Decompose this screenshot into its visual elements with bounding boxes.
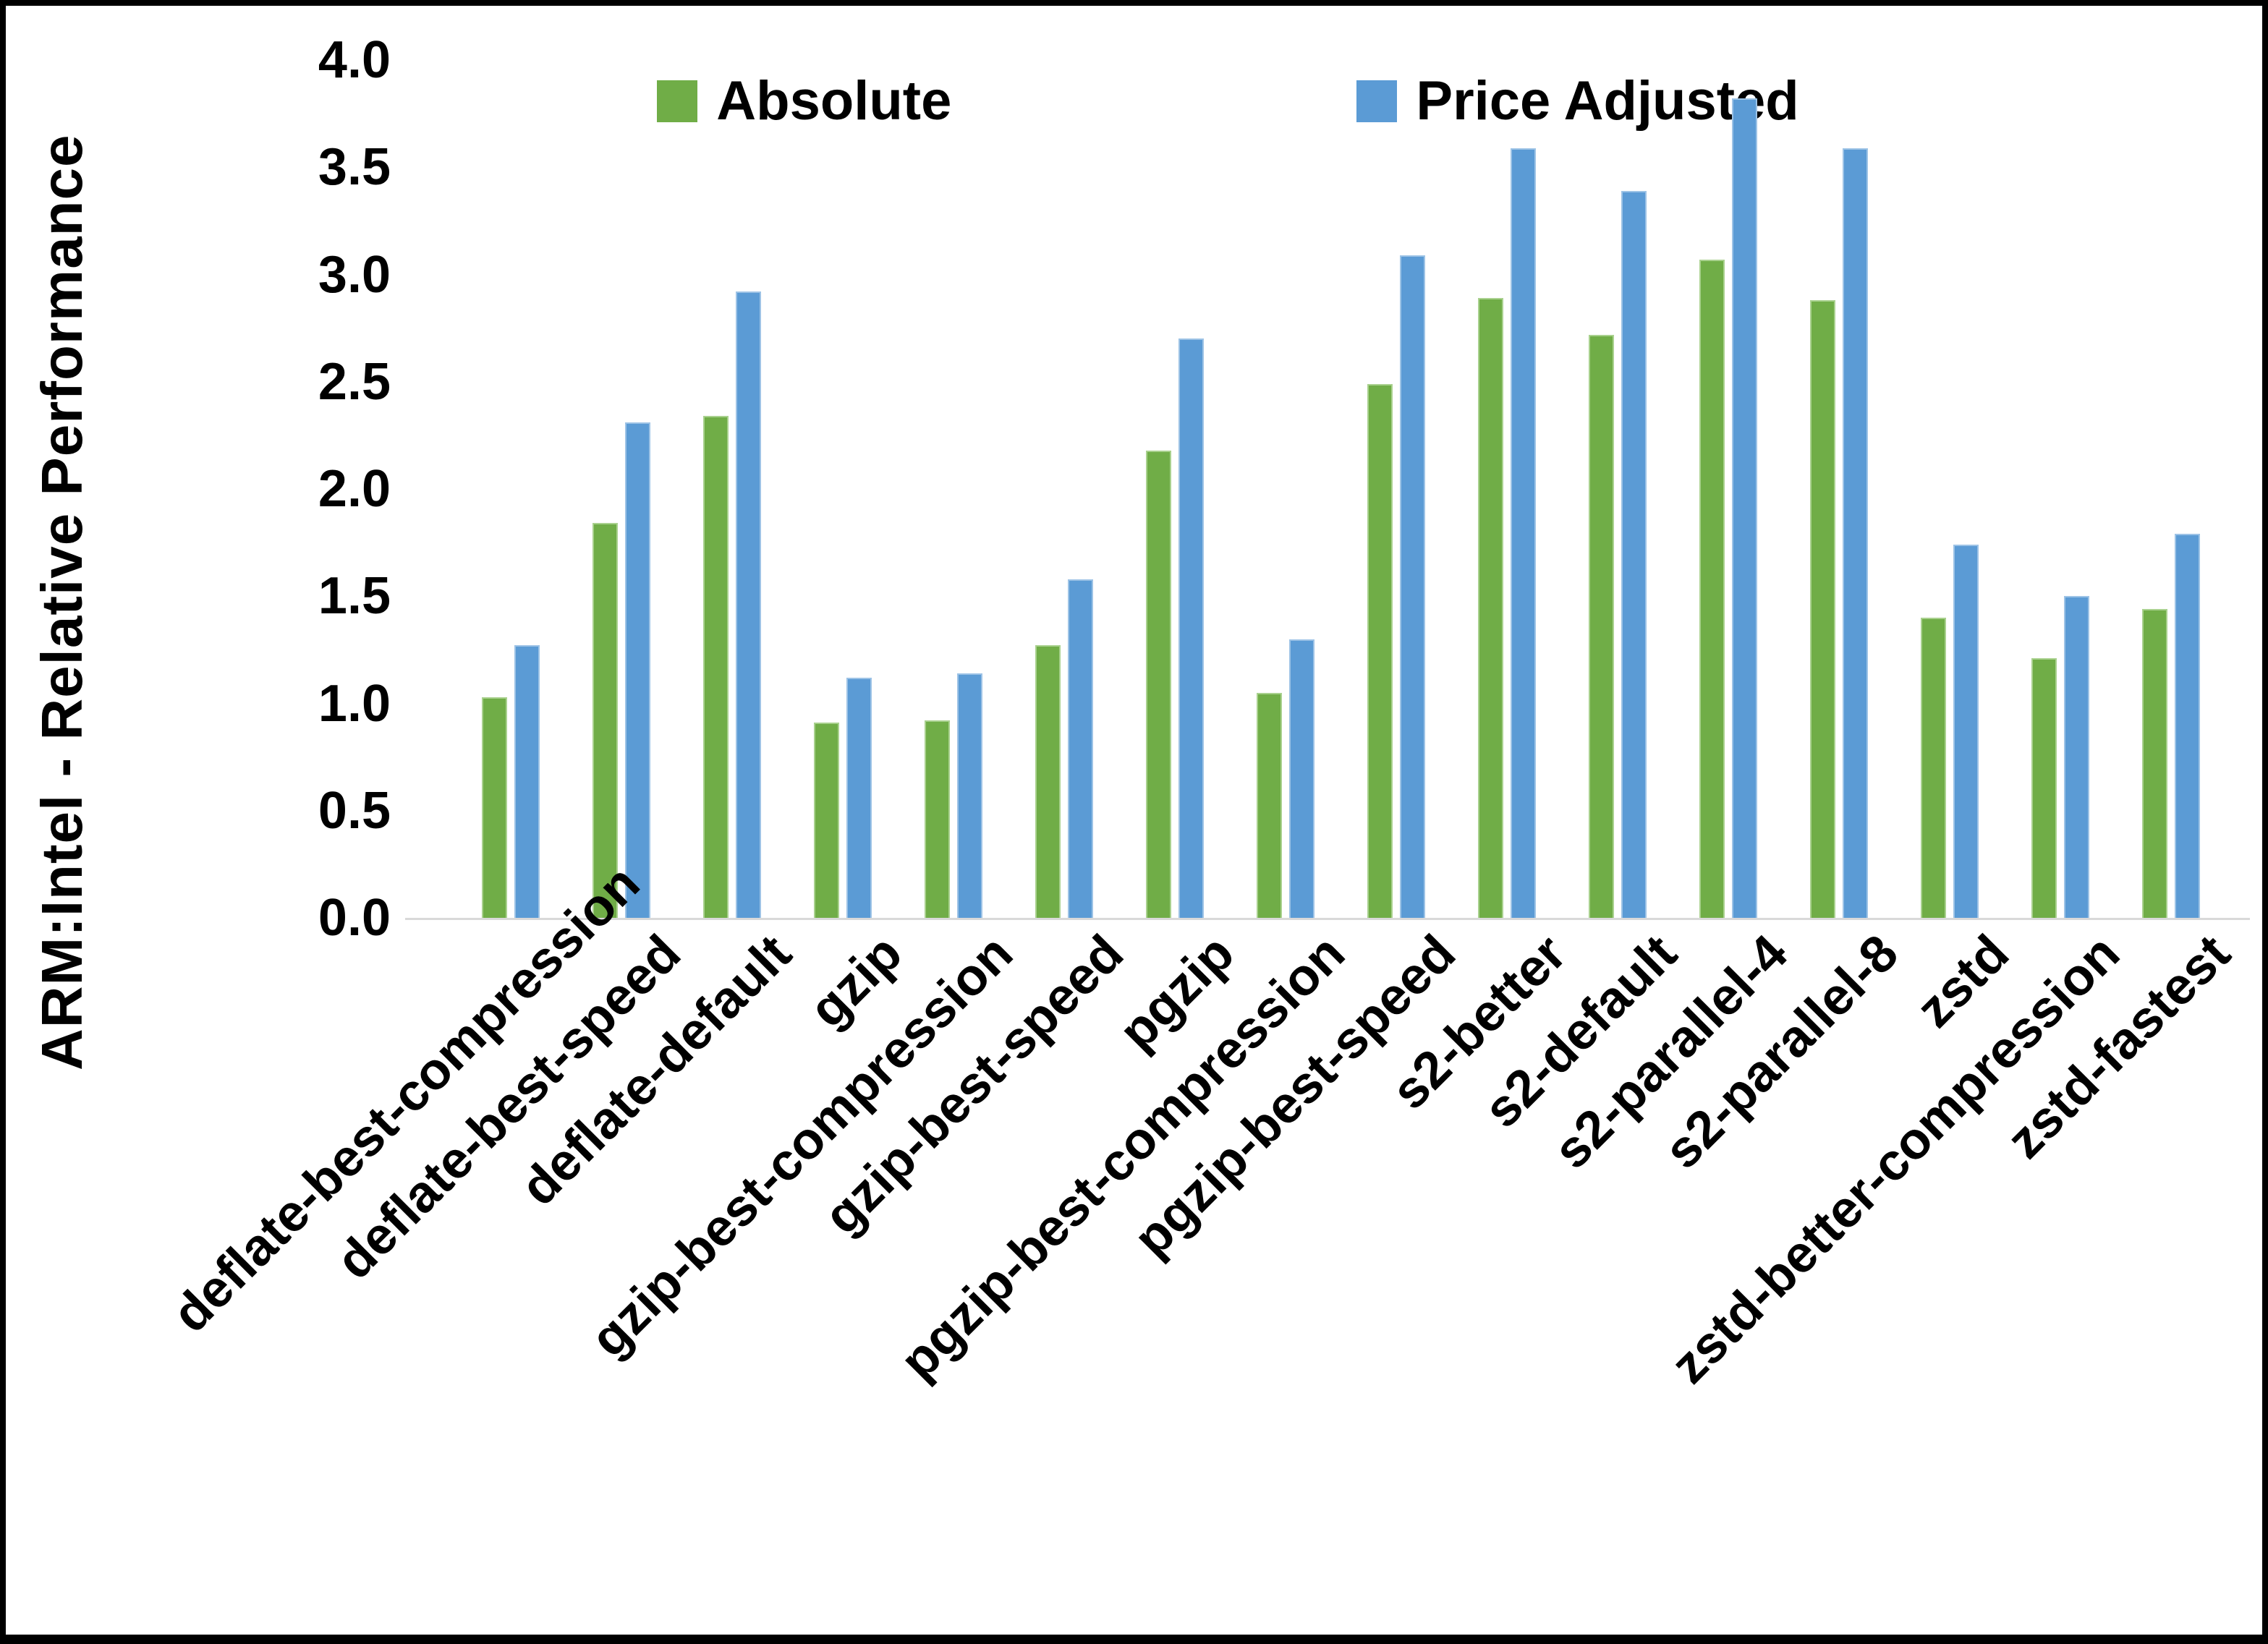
bar-absolute-s2-default <box>1589 335 1614 918</box>
bar-absolute-zstd-fastest <box>2142 609 2167 918</box>
bar-absolute-deflate-best-speed <box>593 523 618 918</box>
y-tick-label: 1.0 <box>318 674 391 733</box>
y-tick-label: 3.5 <box>318 138 391 197</box>
legend-item-absolute: Absolute <box>657 69 951 132</box>
bar-absolute-zstd <box>1921 618 1946 918</box>
plot-area <box>405 60 2250 920</box>
bar-group-gzip <box>814 678 872 918</box>
y-tick-label: 1.5 <box>318 567 391 626</box>
bar-price-adjusted-s2-parallel-4 <box>1732 98 1757 918</box>
bar-absolute-gzip-best-speed <box>1035 645 1061 918</box>
bar-group-gzip-best-compression <box>925 673 982 918</box>
bar-price-adjusted-s2-parallel-8 <box>1843 148 1868 918</box>
bar-price-adjusted-gzip-best-compression <box>957 673 982 918</box>
bar-group-s2-better <box>1478 148 1536 918</box>
bar-absolute-deflate-default <box>703 416 729 918</box>
bar-price-adjusted-deflate-best-compression <box>514 645 540 918</box>
bar-absolute-deflate-best-compression <box>482 697 507 918</box>
bar-group-gzip-best-speed <box>1035 579 1093 918</box>
y-tick-label: 0.5 <box>318 781 391 840</box>
bar-price-adjusted-gzip-best-speed <box>1068 579 1093 918</box>
bar-group-deflate-default <box>703 291 761 918</box>
legend-swatch-price-adjusted-icon <box>1356 80 1398 122</box>
legend-label-absolute: Absolute <box>716 70 952 132</box>
legend-swatch-absolute-icon <box>657 80 698 122</box>
bar-group-s2-default <box>1589 191 1647 918</box>
bar-price-adjusted-s2-default <box>1621 191 1647 918</box>
bar-price-adjusted-zstd-better-compression <box>2064 596 2089 918</box>
y-tick-label: 4.0 <box>318 31 391 89</box>
bar-absolute-s2-parallel-4 <box>1699 260 1725 918</box>
bar-group-s2-parallel-8 <box>1810 148 1868 918</box>
bar-group-zstd-better-compression <box>2031 596 2089 918</box>
bar-group-zstd <box>1921 545 1979 918</box>
bar-absolute-gzip-best-compression <box>925 720 950 918</box>
bar-price-adjusted-pgzip-best-speed <box>1400 255 1425 918</box>
bar-group-deflate-best-compression <box>482 645 540 918</box>
bar-group-s2-parallel-4 <box>1699 98 1757 918</box>
bar-group-zstd-fastest <box>2142 534 2200 918</box>
bar-price-adjusted-gzip <box>846 678 872 918</box>
bar-price-adjusted-deflate-best-speed <box>625 422 650 918</box>
y-tick-label: 2.0 <box>318 460 391 518</box>
bar-absolute-s2-better <box>1478 298 1503 918</box>
bar-group-pgzip <box>1146 338 1204 918</box>
bar-price-adjusted-pgzip <box>1178 338 1204 918</box>
bar-price-adjusted-s2-better <box>1511 148 1536 918</box>
bar-group-deflate-best-speed <box>593 422 650 918</box>
bar-price-adjusted-zstd-fastest <box>2175 534 2200 918</box>
bar-price-adjusted-zstd <box>1953 545 1979 918</box>
chart-canvas: ARM:Intel - Relative Performance 4.0 3.5 3… <box>6 6 2262 1635</box>
bar-group-pgzip-best-speed <box>1367 255 1425 918</box>
y-tick-label: 3.0 <box>318 245 391 304</box>
bar-group-pgzip-best-compression <box>1257 639 1314 918</box>
bar-absolute-pgzip-best-compression <box>1257 693 1282 918</box>
bar-price-adjusted-pgzip-best-compression <box>1289 639 1314 918</box>
bar-absolute-zstd-better-compression <box>2031 658 2057 918</box>
bar-absolute-pgzip-best-speed <box>1367 384 1393 918</box>
bar-absolute-s2-parallel-8 <box>1810 300 1835 918</box>
y-tick-label: 0.0 <box>318 889 391 947</box>
bar-absolute-pgzip <box>1146 451 1171 918</box>
bar-price-adjusted-deflate-default <box>736 291 761 918</box>
y-tick-label: 2.5 <box>318 352 391 411</box>
bar-absolute-gzip <box>814 723 839 918</box>
